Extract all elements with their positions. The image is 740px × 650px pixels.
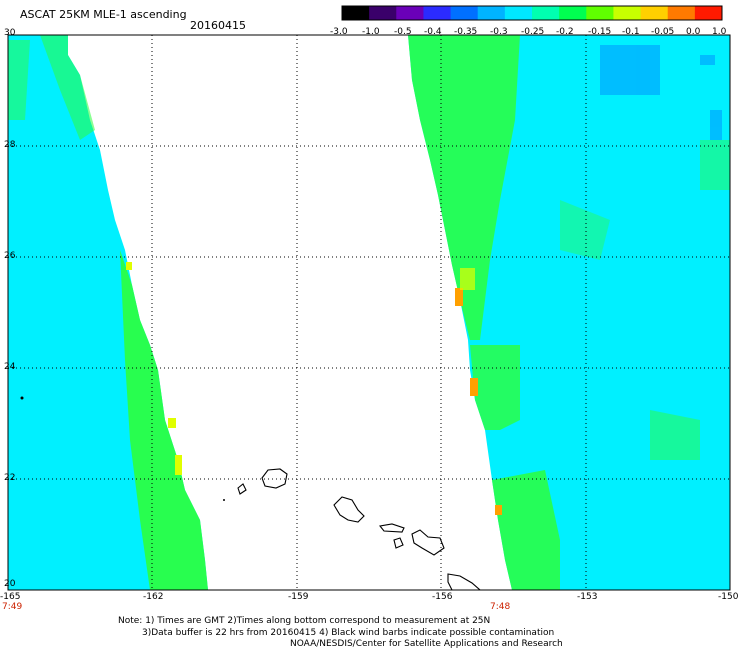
note-line-1: Note: 1) Times are GMT 2)Times along bot… xyxy=(118,616,491,626)
colorbar-segment xyxy=(504,6,533,20)
island-oahu xyxy=(333,496,365,523)
lat-label: 22 xyxy=(4,473,16,483)
colorbar-tick: -0.2 xyxy=(556,27,574,37)
island-niihau xyxy=(237,483,247,495)
colorbar-tick: -0.25 xyxy=(521,27,545,37)
lat-label: 28 xyxy=(4,140,16,150)
colorbar-segment xyxy=(423,6,452,20)
note-line-3: NOAA/NESDIS/Center for Satellite Applica… xyxy=(290,639,563,649)
colorbar-tick: 0.0 xyxy=(686,27,701,37)
right-yellow-spot xyxy=(460,268,475,290)
swath-time-left: 7:49 xyxy=(2,602,23,612)
colorbar-segment xyxy=(369,6,397,20)
colorbar-tick: -1.0 xyxy=(362,27,380,37)
colorbar-segment xyxy=(613,6,642,20)
hawaiian-islands xyxy=(237,468,482,591)
map-title: ASCAT 25KM MLE-1 ascending xyxy=(20,8,187,21)
colorbar-segment xyxy=(342,6,370,20)
colorbar-segment xyxy=(450,6,479,20)
island-maui xyxy=(411,529,445,556)
colorbar-segment xyxy=(477,6,506,20)
map-date: 20160415 xyxy=(190,19,246,32)
island-lanai xyxy=(393,537,404,549)
colorbar-segment xyxy=(559,6,587,20)
colorbar-tick: -0.1 xyxy=(622,27,640,37)
lon-label: -162 xyxy=(143,592,164,602)
left-yellow-spot-2 xyxy=(175,455,182,475)
swath-time-right: 7:48 xyxy=(490,602,511,612)
left-swath-green xyxy=(8,35,208,590)
colorbar-segment xyxy=(532,6,560,20)
lon-label: -156 xyxy=(432,592,453,602)
lon-label: -150 xyxy=(718,592,739,602)
lat-label: 24 xyxy=(4,362,16,372)
note-line-2: 3)Data buffer is 22 hrs from 20160415 4)… xyxy=(142,628,555,638)
colorbar-frame xyxy=(341,5,723,21)
right-swath-green xyxy=(408,35,730,590)
lat-label: 26 xyxy=(4,251,16,261)
colorbar-tick: -0.4 xyxy=(424,27,442,37)
island-hawaii xyxy=(447,573,482,591)
colorbar-tick: -0.15 xyxy=(588,27,612,37)
island-molokai xyxy=(378,523,405,533)
right-orange-spot-2 xyxy=(470,378,478,396)
colorbar-segment xyxy=(586,6,614,20)
lon-label: -153 xyxy=(577,592,598,602)
colorbar-segment xyxy=(396,6,424,20)
left-yellow-spot-1 xyxy=(168,418,176,428)
right-swath-blue xyxy=(600,45,722,140)
right-orange-spot-1 xyxy=(455,288,463,306)
colorbar-tick: -0.3 xyxy=(490,27,508,37)
colorbar xyxy=(341,5,723,21)
right-orange-spot-3 xyxy=(495,505,502,515)
colorbar-tick: -0.5 xyxy=(394,27,412,37)
colorbar-tick: -0.35 xyxy=(454,27,478,37)
grid-lines xyxy=(8,35,730,590)
left-yellow-spot-3 xyxy=(126,262,132,270)
colorbar-segment xyxy=(694,6,723,20)
contamination-dot-2 xyxy=(223,499,225,501)
colorbar-tick: -0.05 xyxy=(651,27,675,37)
colorbar-tick: -3.0 xyxy=(330,27,348,37)
lon-label: -159 xyxy=(288,592,309,602)
colorbar-segment xyxy=(640,6,669,20)
plot-frame xyxy=(7,34,731,591)
colorbar-segment xyxy=(667,6,696,20)
contamination-dot xyxy=(20,396,24,400)
lon-label: -165 xyxy=(0,592,21,602)
colorbar-tick: 1.0 xyxy=(712,27,727,37)
lat-label: 30 xyxy=(4,28,16,38)
island-kauai xyxy=(261,468,288,489)
lat-label: 20 xyxy=(4,579,16,589)
